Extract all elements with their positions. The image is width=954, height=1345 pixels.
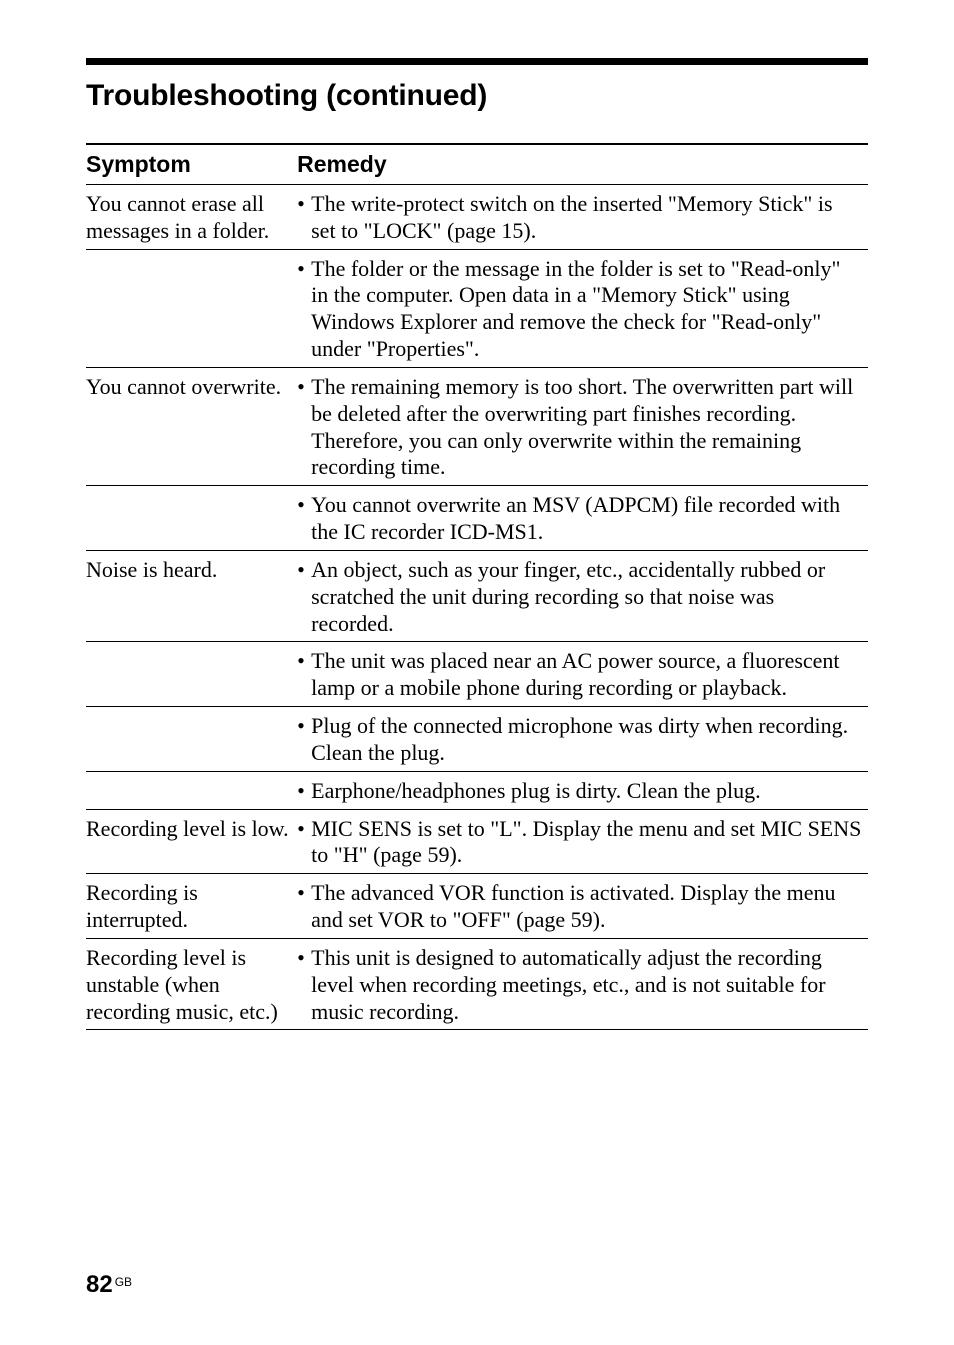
remedy-text: The remaining memory is too short. The o… [311,374,862,481]
remedy-bullet: •An object, such as your finger, etc., a… [297,557,862,637]
remedy-bullet: •You cannot overwrite an MSV (ADPCM) fil… [297,492,862,546]
symptom-cell [86,486,297,551]
bullet-icon: • [297,557,311,637]
table-header-row: Symptom Remedy [86,144,868,185]
table-row: •The folder or the message in the folder… [86,249,868,367]
remedy-cell: •Plug of the connected microphone was di… [297,707,868,772]
symptom-cell: Recording level is low. [86,809,297,874]
symptom-cell: Recording is interrupted. [86,874,297,939]
bullet-icon: • [297,945,311,1025]
remedy-text: Plug of the connected microphone was dir… [311,713,862,767]
table-row: Noise is heard.•An object, such as your … [86,550,868,641]
table-row: You cannot overwrite.•The remaining memo… [86,367,868,485]
remedy-cell: •You cannot overwrite an MSV (ADPCM) fil… [297,486,868,551]
remedy-bullet: •MIC SENS is set to "L". Display the men… [297,816,862,870]
bullet-icon: • [297,778,311,805]
symptom-cell [86,707,297,772]
symptom-cell [86,249,297,367]
remedy-bullet: •The folder or the message in the folder… [297,256,862,363]
table-row: Recording level is low.•MIC SENS is set … [86,809,868,874]
symptom-cell [86,771,297,809]
table-row: •Plug of the connected microphone was di… [86,707,868,772]
remedy-text: The folder or the message in the folder … [311,256,862,363]
remedy-text: Earphone/headphones plug is dirty. Clean… [311,778,862,805]
table-row: •The unit was placed near an AC power so… [86,642,868,707]
table-row: You cannot erase all messages in a folde… [86,185,868,250]
remedy-bullet: •The unit was placed near an AC power so… [297,648,862,702]
symptom-cell [86,642,297,707]
remedy-bullet: •The remaining memory is too short. The … [297,374,862,481]
troubleshooting-table: Symptom Remedy You cannot erase all mess… [86,143,868,1030]
col-header-symptom: Symptom [86,144,297,185]
remedy-cell: •Earphone/headphones plug is dirty. Clea… [297,771,868,809]
bullet-icon: • [297,256,311,363]
symptom-cell: You cannot overwrite. [86,367,297,485]
remedy-text: An object, such as your finger, etc., ac… [311,557,862,637]
table-row: Recording level is unstable (when record… [86,938,868,1029]
remedy-text: This unit is designed to automatically a… [311,945,862,1025]
table-row: Recording is interrupted.•The advanced V… [86,874,868,939]
symptom-cell: Noise is heard. [86,550,297,641]
remedy-text: The advanced VOR function is activated. … [311,880,862,934]
page-root: Troubleshooting (continued) Symptom Reme… [0,0,954,1345]
remedy-cell: •The unit was placed near an AC power so… [297,642,868,707]
remedy-text: You cannot overwrite an MSV (ADPCM) file… [311,492,862,546]
remedy-cell: •The folder or the message in the folder… [297,249,868,367]
symptom-cell: You cannot erase all messages in a folde… [86,185,297,250]
page-title: Troubleshooting (continued) [86,79,868,113]
remedy-bullet: •This unit is designed to automatically … [297,945,862,1025]
page-footer: 82GB [86,1271,132,1299]
bullet-icon: • [297,648,311,702]
symptom-cell: Recording level is unstable (when record… [86,938,297,1029]
remedy-cell: •The write-protect switch on the inserte… [297,185,868,250]
bullet-icon: • [297,713,311,767]
remedy-cell: •The advanced VOR function is activated.… [297,874,868,939]
remedy-cell: •An object, such as your finger, etc., a… [297,550,868,641]
bullet-icon: • [297,880,311,934]
remedy-text: The unit was placed near an AC power sou… [311,648,862,702]
remedy-cell: •MIC SENS is set to "L". Display the men… [297,809,868,874]
table-row: •Earphone/headphones plug is dirty. Clea… [86,771,868,809]
bullet-icon: • [297,374,311,481]
top-rule [86,58,868,65]
table-body: You cannot erase all messages in a folde… [86,185,868,1030]
remedy-cell: •This unit is designed to automatically … [297,938,868,1029]
remedy-text: MIC SENS is set to "L". Display the menu… [311,816,862,870]
remedy-bullet: •Earphone/headphones plug is dirty. Clea… [297,778,862,805]
bullet-icon: • [297,492,311,546]
remedy-bullet: •The advanced VOR function is activated.… [297,880,862,934]
remedy-cell: •The remaining memory is too short. The … [297,367,868,485]
page-number: 82 [86,1271,113,1298]
remedy-bullet: •Plug of the connected microphone was di… [297,713,862,767]
remedy-text: The write-protect switch on the inserted… [311,191,862,245]
remedy-bullet: •The write-protect switch on the inserte… [297,191,862,245]
table-row: •You cannot overwrite an MSV (ADPCM) fil… [86,486,868,551]
col-header-remedy: Remedy [297,144,868,185]
bullet-icon: • [297,191,311,245]
bullet-icon: • [297,816,311,870]
page-region: GB [115,1275,132,1289]
